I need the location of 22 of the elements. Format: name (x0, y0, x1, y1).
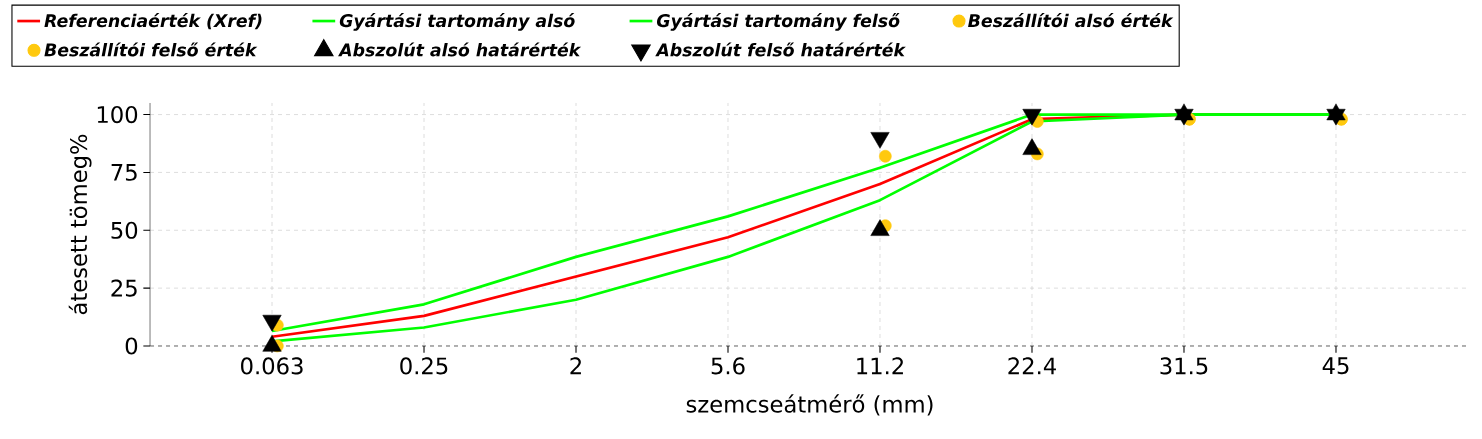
y-tick-label: 50 (111, 221, 138, 239)
y-axis-title: átesett tömeg% (68, 134, 92, 315)
x-tick-label: 0.063 (241, 357, 303, 375)
legend-label: Abszolút felső határérték (655, 42, 906, 57)
legend-label: Beszállítói felső érték (44, 42, 258, 57)
legend-label: Abszolút alsó határérték (338, 42, 582, 57)
x-tick-label: 22.4 (1008, 357, 1056, 375)
x-tick-label: 5.6 (711, 357, 745, 375)
legend-label: Gyártási tartomány alsó (339, 13, 575, 31)
y-tick-label: 75 (111, 164, 137, 181)
x-tick-label: 11.2 (857, 357, 903, 375)
legend-label: Gyártási tartomány felső (656, 13, 900, 31)
y-tick-label: 100 (97, 105, 138, 124)
legend-label: Beszállítói alsó érték (968, 13, 1174, 28)
x-tick-label: 2 (570, 357, 581, 375)
x-tick-label: 0.25 (400, 357, 448, 375)
x-tick-label: 31.5 (1160, 357, 1208, 375)
x-axis-title: szemcseátmérő (mm) (686, 394, 933, 416)
legend-label: Referenciaérték (Xref) (44, 13, 262, 30)
y-tick-label: 25 (111, 279, 137, 297)
y-tick-label: 0 (125, 337, 138, 355)
x-tick-label: 45 (1322, 357, 1349, 375)
